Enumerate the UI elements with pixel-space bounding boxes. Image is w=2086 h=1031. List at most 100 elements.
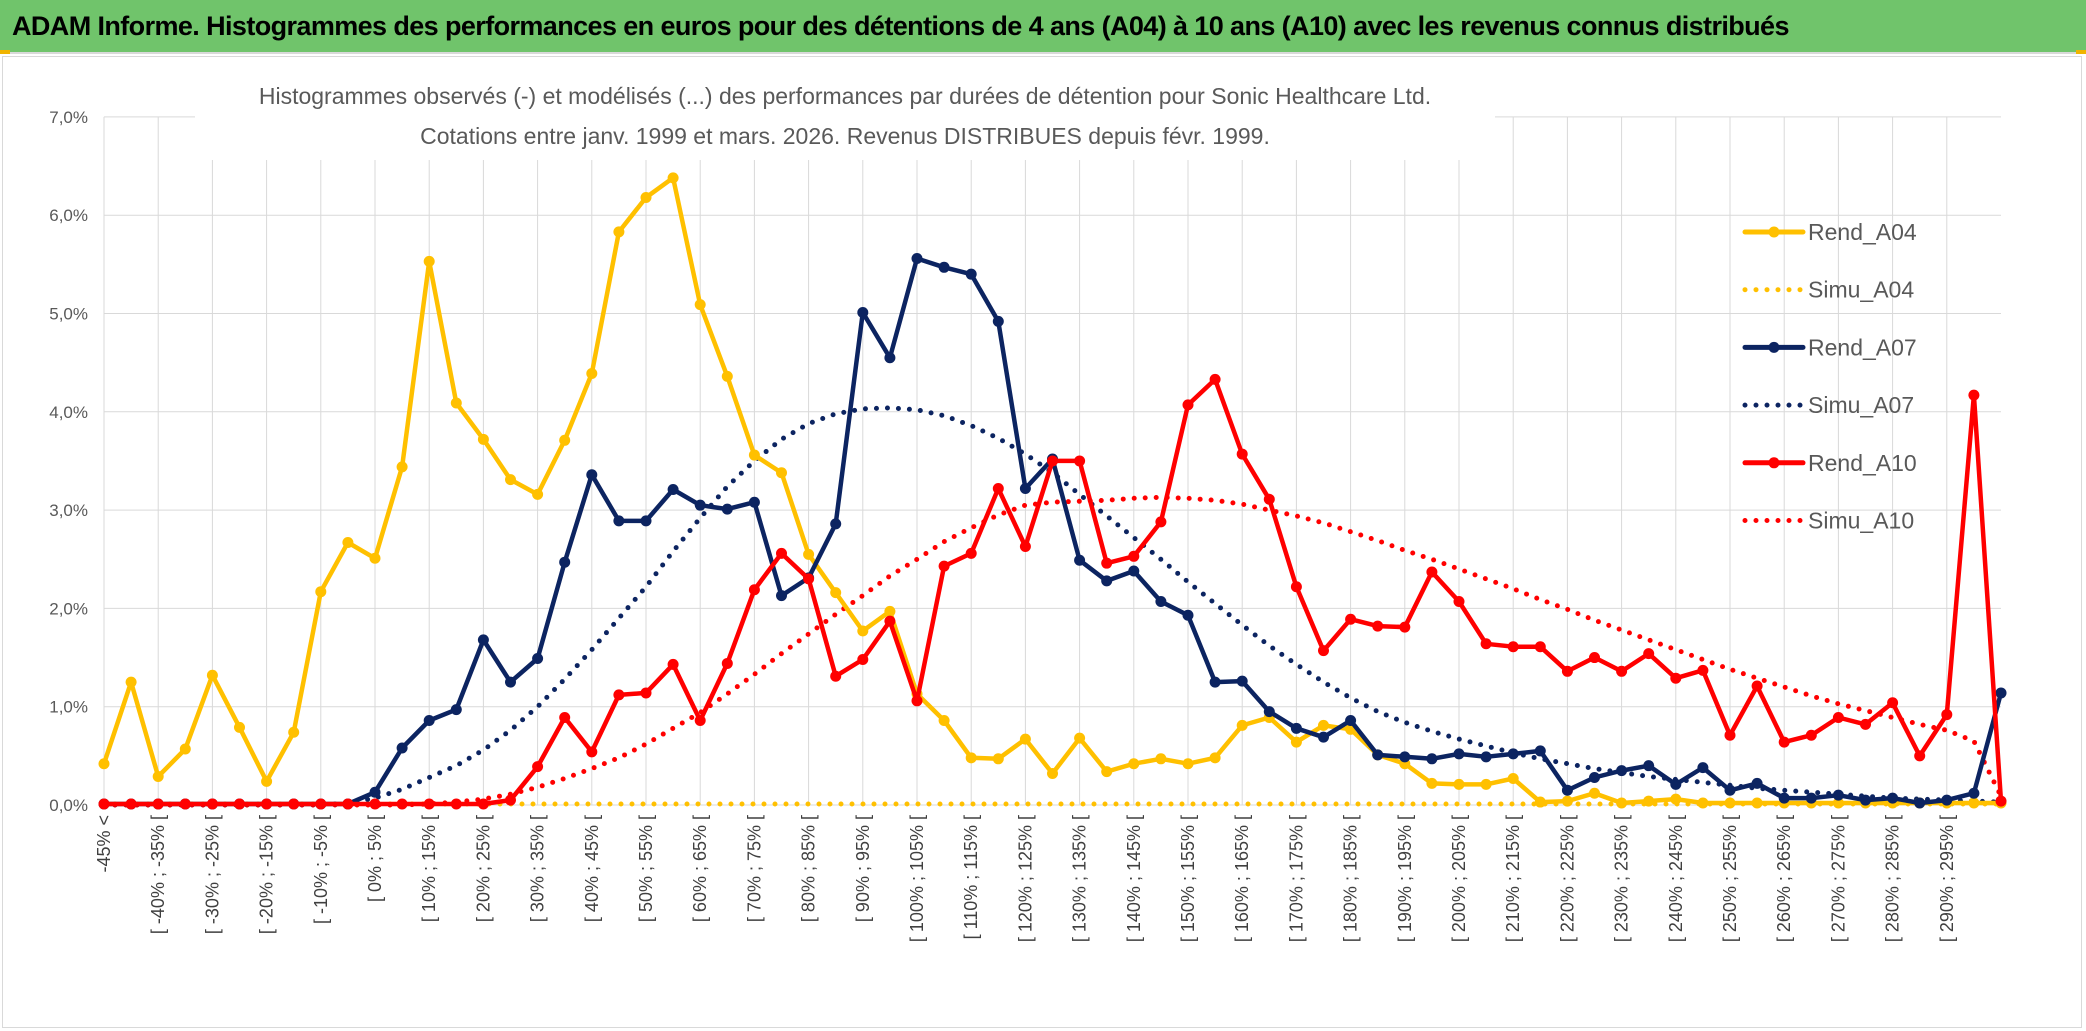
data-point-rend_a04 xyxy=(748,449,760,461)
data-point-rend_a04 xyxy=(179,743,191,755)
data-point-rend_a10 xyxy=(1019,540,1031,552)
x-tick-label: [ 160% ; 165% [ xyxy=(1232,815,1252,942)
data-point-rend_a07 xyxy=(776,590,787,602)
data-point-rend_a10 xyxy=(1697,664,1709,676)
series-line-simu_a10 xyxy=(101,494,2004,808)
data-point-rend_a10 xyxy=(1047,455,1058,467)
data-point-rend_a10 xyxy=(1426,566,1438,578)
data-point-rend_a10 xyxy=(423,798,435,810)
data-point-rend_a04 xyxy=(1670,793,1682,805)
x-tick-label: [ 70% ; 75% [ xyxy=(744,815,764,922)
banner-accent-left xyxy=(0,50,10,54)
data-point-rend_a04 xyxy=(288,726,300,738)
data-point-rend_a07 xyxy=(667,483,679,495)
data-point-rend_a10 xyxy=(342,798,354,810)
data-point-rend_a10 xyxy=(776,547,787,559)
data-point-rend_a07 xyxy=(1209,676,1221,688)
data-point-rend_a10 xyxy=(1778,736,1790,748)
data-point-rend_a04 xyxy=(261,775,273,787)
data-point-rend_a10 xyxy=(884,615,896,627)
data-point-rend_a10 xyxy=(640,687,652,699)
data-point-rend_a04 xyxy=(396,461,408,473)
x-tick-label: [ 290% ; 295% [ xyxy=(1937,815,1957,942)
data-point-rend_a07 xyxy=(938,261,950,273)
y-tick-label: 6,0% xyxy=(49,206,88,225)
y-tick-label: 1,0% xyxy=(49,698,88,717)
data-point-rend_a07 xyxy=(857,307,869,319)
data-point-rend_a04 xyxy=(532,488,544,500)
data-point-rend_a04 xyxy=(1426,777,1438,789)
data-point-rend_a10 xyxy=(1182,399,1194,411)
data-point-rend_a04 xyxy=(477,433,489,445)
data-point-rend_a10 xyxy=(234,798,245,810)
legend-label-simu_a07: Simu_A07 xyxy=(1808,392,1914,418)
data-point-rend_a07 xyxy=(1887,792,1899,804)
data-point-rend_a10 xyxy=(748,584,760,596)
data-point-rend_a04 xyxy=(1019,733,1031,745)
data-point-rend_a10 xyxy=(396,798,408,810)
series-lines xyxy=(98,172,2007,810)
x-tick-label: [ 120% ; 125% [ xyxy=(1015,815,1035,942)
x-tick-label: [ 280% ; 285% [ xyxy=(1883,815,1903,942)
x-tick-label: [ 0% ; 5% [ xyxy=(365,815,385,902)
data-point-rend_a10 xyxy=(857,654,869,666)
series-line-rend_a04 xyxy=(101,175,2004,806)
x-tick-label: [ 260% ; 265% [ xyxy=(1774,815,1794,942)
data-point-rend_a07 xyxy=(911,252,923,264)
x-tick-label: [ -30% ; -25% [ xyxy=(202,815,222,934)
banner-accent-right xyxy=(2076,50,2086,54)
data-point-rend_a10 xyxy=(1507,641,1519,653)
data-point-rend_a10 xyxy=(206,798,218,810)
x-tick-label: [ 60% ; 65% [ xyxy=(690,815,710,922)
data-point-rend_a10 xyxy=(803,573,815,585)
report-title: ADAM Informe. Histogrammes des performan… xyxy=(12,10,1789,41)
x-tick-label: [ 170% ; 175% [ xyxy=(1286,815,1306,942)
data-point-rend_a07 xyxy=(965,268,977,280)
data-point-rend_a10 xyxy=(1290,581,1302,593)
data-point-rend_a07 xyxy=(1345,714,1357,726)
data-point-rend_a07 xyxy=(1616,765,1628,777)
data-point-rend_a04 xyxy=(315,586,327,598)
data-point-rend_a10 xyxy=(1941,709,1953,721)
data-point-rend_a10 xyxy=(694,714,706,726)
x-tick-label: -45% < xyxy=(94,815,114,873)
data-point-rend_a10 xyxy=(1480,638,1492,650)
data-point-rend_a10 xyxy=(1860,718,1871,730)
data-point-rend_a07 xyxy=(1372,749,1384,761)
data-point-rend_a10 xyxy=(1589,652,1600,664)
x-tick-label: [ 10% ; 15% [ xyxy=(419,815,439,922)
data-point-rend_a07 xyxy=(1074,554,1086,566)
data-point-rend_a04 xyxy=(776,467,787,479)
data-point-rend_a07 xyxy=(748,496,760,508)
data-point-rend_a07 xyxy=(1968,787,1980,799)
data-point-rend_a10 xyxy=(586,746,598,758)
title-backdrop xyxy=(195,76,1495,160)
data-point-rend_a10 xyxy=(667,658,679,670)
data-point-rend_a10 xyxy=(559,712,571,724)
series-line-rend_a10 xyxy=(101,377,2004,807)
x-tick-label: [ 50% ; 55% [ xyxy=(636,815,656,922)
legend-label-rend_a07: Rend_A07 xyxy=(1808,334,1917,360)
data-point-rend_a10 xyxy=(179,798,191,810)
y-tick-label: 3,0% xyxy=(49,501,88,520)
data-point-rend_a10 xyxy=(1724,729,1736,741)
data-point-rend_a10 xyxy=(1534,641,1546,653)
data-point-rend_a04 xyxy=(640,192,652,204)
x-tick-label: [ 230% ; 235% [ xyxy=(1612,815,1632,942)
data-point-rend_a07 xyxy=(1290,722,1302,734)
data-point-rend_a07 xyxy=(1236,675,1248,687)
data-point-rend_a04 xyxy=(884,605,896,617)
data-point-rend_a10 xyxy=(1101,557,1113,569)
data-point-rend_a10 xyxy=(261,798,273,810)
data-point-rend_a04 xyxy=(1453,778,1465,790)
data-point-rend_a07 xyxy=(369,786,381,798)
data-point-rend_a07 xyxy=(640,515,652,527)
data-point-rend_a04 xyxy=(1209,752,1221,764)
x-axis-ticks: -45% < [ -40% ; -35% [[ -30% ; -25% [[ -2… xyxy=(94,815,1957,942)
data-point-rend_a04 xyxy=(1968,797,1980,809)
data-point-rend_a10 xyxy=(911,695,923,707)
data-point-rend_a07 xyxy=(721,503,733,515)
x-tick-label: [ 20% ; 25% [ xyxy=(473,815,493,922)
